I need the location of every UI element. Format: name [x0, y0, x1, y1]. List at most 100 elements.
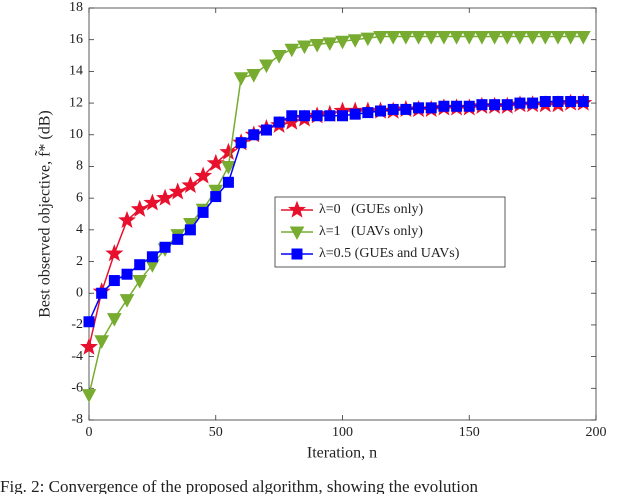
- series: [81, 31, 591, 403]
- marker: [246, 69, 262, 83]
- x-tick-label: 200: [586, 425, 607, 440]
- y-tick-label: -2: [71, 317, 83, 332]
- marker: [577, 95, 589, 107]
- marker: [121, 268, 133, 280]
- marker: [398, 31, 414, 45]
- marker: [94, 335, 110, 349]
- marker: [80, 337, 98, 355]
- marker: [423, 31, 439, 45]
- marker: [222, 176, 234, 188]
- x-axis-label: Iteration, n: [307, 445, 377, 462]
- y-tick-label: 10: [69, 127, 83, 142]
- series-line: [88, 100, 584, 323]
- marker: [387, 103, 399, 115]
- y-tick-label: 8: [76, 159, 83, 174]
- marker: [81, 389, 97, 403]
- marker: [235, 137, 247, 149]
- marker: [143, 193, 162, 211]
- marker: [373, 31, 388, 45]
- marker: [288, 200, 306, 218]
- series-line: [88, 35, 584, 395]
- marker: [438, 100, 450, 112]
- x-tick-label: 0: [86, 425, 93, 440]
- marker: [463, 100, 475, 112]
- y-tick-label: -4: [71, 349, 83, 364]
- y-axis-label: Best observed objective, f̃* (dB): [35, 110, 54, 318]
- marker: [400, 103, 412, 115]
- marker: [501, 99, 513, 111]
- marker: [487, 31, 502, 45]
- marker: [449, 31, 464, 45]
- marker: [156, 188, 175, 206]
- marker: [309, 38, 325, 53]
- y-tick-label: -8: [71, 412, 83, 427]
- legend-label: λ=0.5 (GUEs and UAVs): [319, 246, 460, 261]
- marker: [248, 129, 260, 141]
- marker: [197, 206, 209, 218]
- marker: [324, 110, 336, 122]
- marker: [134, 259, 146, 271]
- marker: [539, 95, 551, 107]
- caption: Fig. 2: Convergence of the proposed algo…: [0, 477, 478, 494]
- x-tick-label: 100: [332, 425, 353, 440]
- marker: [108, 275, 120, 287]
- marker: [461, 31, 477, 45]
- marker: [375, 105, 387, 117]
- marker: [219, 142, 238, 160]
- marker: [360, 32, 376, 47]
- marker: [159, 241, 171, 253]
- marker: [291, 248, 303, 260]
- marker: [489, 99, 501, 111]
- marker: [284, 43, 300, 58]
- series: [83, 95, 589, 328]
- marker: [385, 31, 401, 45]
- marker: [146, 251, 158, 263]
- x-tick-label: 50: [209, 425, 223, 440]
- legend-box: [274, 196, 506, 268]
- marker: [311, 110, 323, 122]
- marker: [297, 40, 312, 55]
- y-tick-label: 4: [76, 222, 83, 237]
- marker: [132, 275, 148, 289]
- legend-label: λ=0 (GUEs only): [319, 202, 423, 217]
- marker: [565, 95, 577, 107]
- marker: [322, 37, 338, 51]
- marker: [260, 124, 272, 136]
- marker: [221, 160, 236, 175]
- marker: [96, 287, 108, 299]
- marker: [286, 110, 298, 122]
- marker: [298, 110, 310, 122]
- marker: [362, 107, 374, 119]
- marker: [181, 176, 200, 194]
- marker: [130, 199, 149, 217]
- y-tick-label: 0: [76, 285, 83, 300]
- marker: [413, 102, 425, 114]
- y-tick-label: 14: [69, 64, 83, 79]
- marker: [514, 97, 526, 109]
- marker: [499, 31, 515, 45]
- marker: [168, 182, 187, 200]
- marker: [273, 116, 285, 128]
- marker: [537, 31, 553, 45]
- y-tick-label: 12: [69, 95, 83, 110]
- marker: [552, 95, 564, 107]
- marker: [194, 166, 213, 184]
- marker: [425, 102, 437, 114]
- marker: [525, 31, 540, 45]
- marker: [282, 112, 301, 130]
- marker: [349, 108, 361, 120]
- y-tick-label: 16: [69, 32, 83, 47]
- marker: [476, 99, 488, 111]
- marker: [474, 31, 490, 45]
- legend: λ=0 (GUEs only) λ=1 (UAVs only) λ=0.5 (GUE…: [274, 196, 506, 268]
- marker: [210, 191, 222, 203]
- marker: [347, 34, 363, 48]
- marker: [259, 59, 274, 74]
- marker: [411, 31, 426, 45]
- marker: [512, 31, 528, 45]
- marker: [107, 313, 122, 327]
- marker: [550, 31, 566, 45]
- x-tick-label: 150: [459, 425, 480, 440]
- marker: [527, 97, 539, 109]
